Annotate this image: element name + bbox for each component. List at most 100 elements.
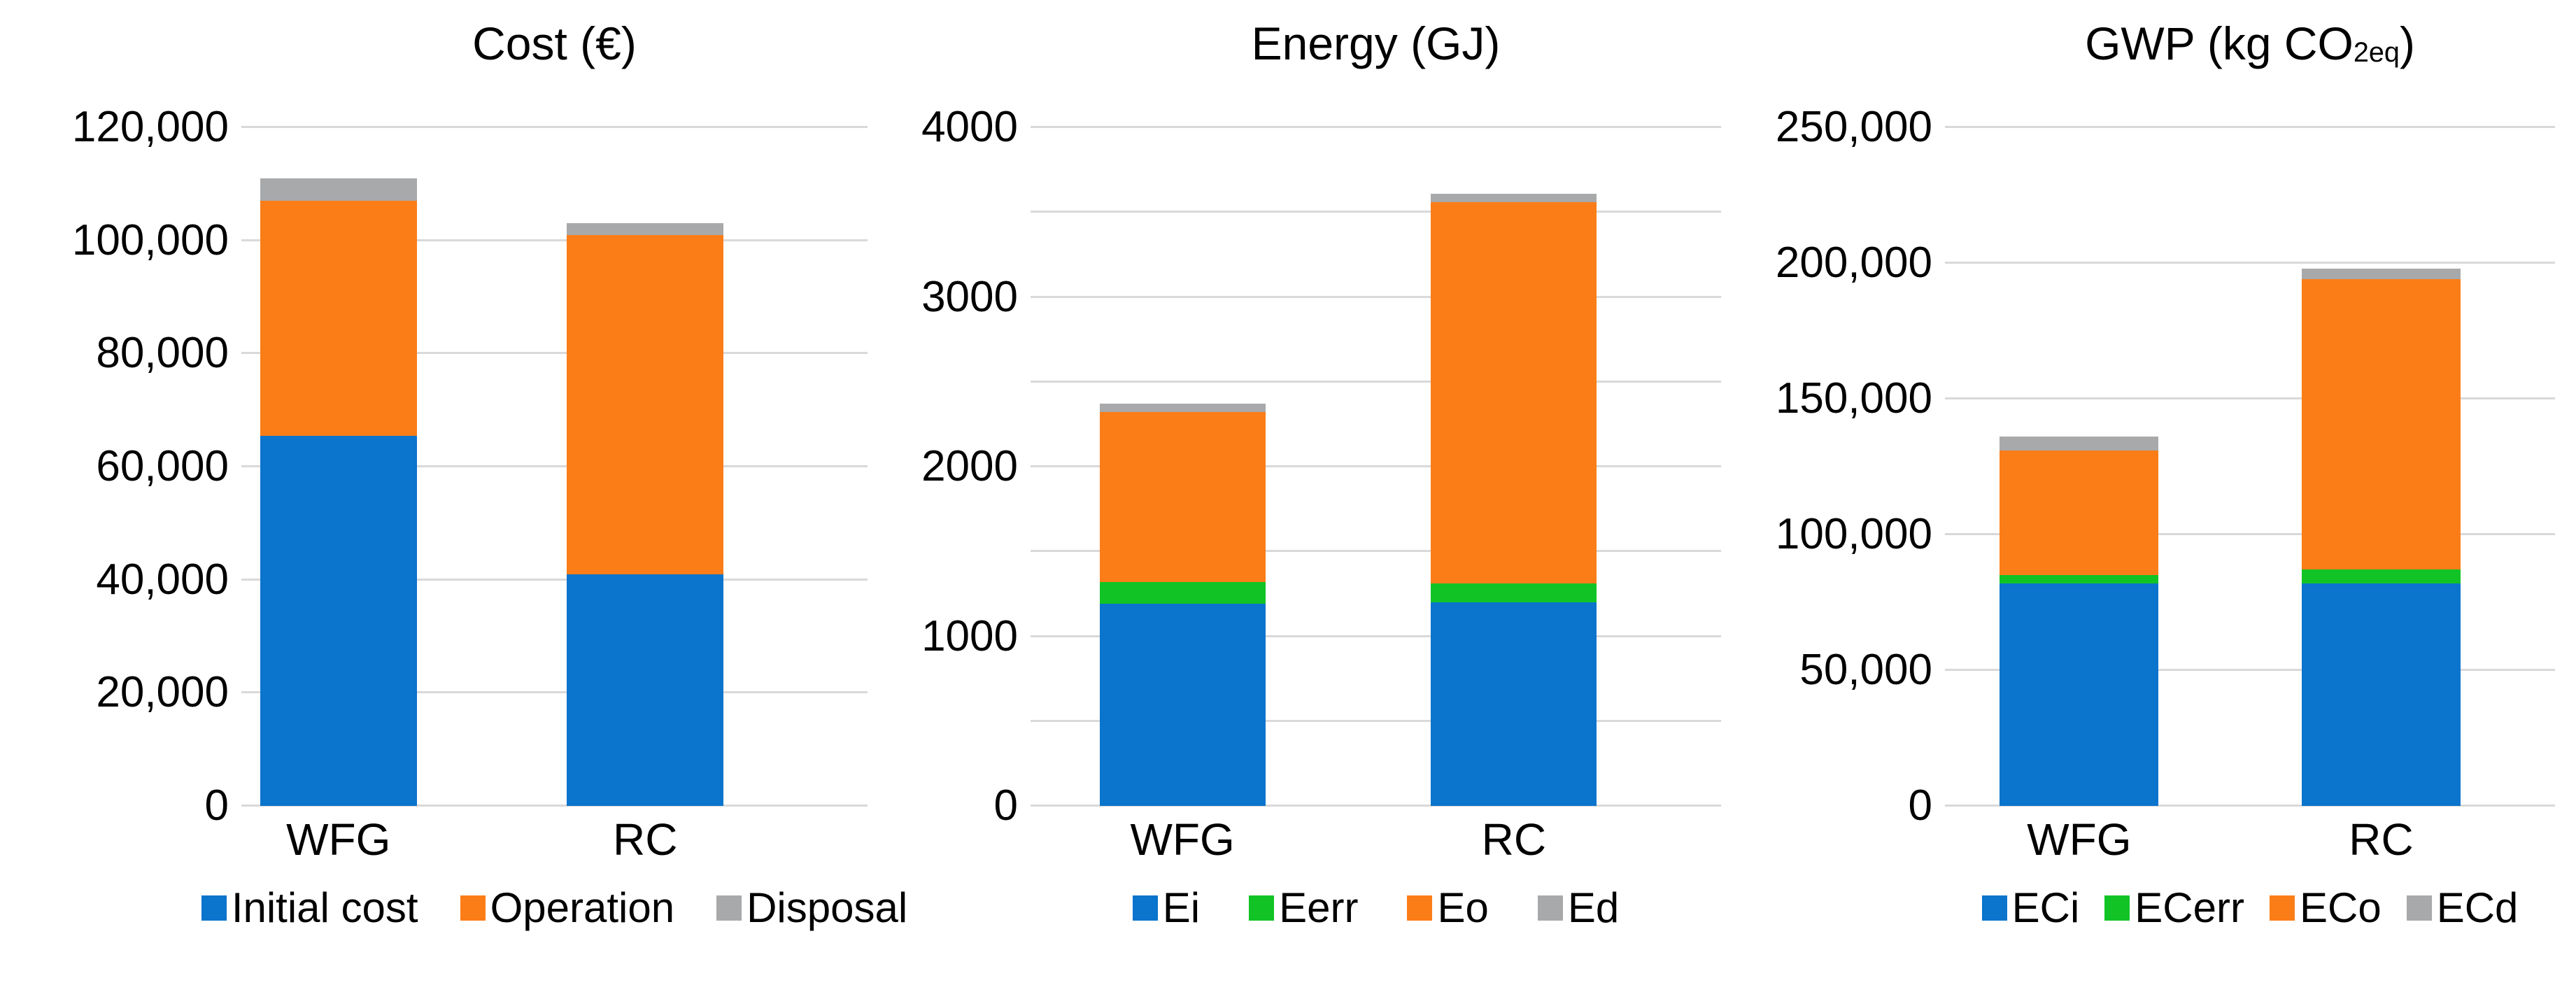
chart-title: Cost (€) <box>241 18 868 69</box>
legend-label: Initial cost <box>231 884 418 931</box>
legend-label: Operation <box>490 884 675 931</box>
legend-swatch-eerr <box>1249 895 1275 921</box>
y-tick-label: 120,000 <box>71 103 229 151</box>
legend-swatch-disposal <box>716 895 742 921</box>
bar-segment-ecerr <box>2000 575 2159 583</box>
legend-swatch-ecerr <box>2104 895 2130 921</box>
bar-segment-eci <box>2302 583 2461 806</box>
gridline <box>241 805 868 807</box>
legend: Ei Eerr Eo Ed <box>1031 887 1721 929</box>
y-tick-label: 80,000 <box>96 329 229 378</box>
bar-segment-ed <box>1099 404 1266 413</box>
legend-swatch-ei <box>1132 895 1158 921</box>
gridline <box>1945 669 2555 671</box>
gridline <box>1031 550 1721 553</box>
y-tick-label: 3000 <box>921 272 1018 321</box>
bar-segment-eerr <box>1431 583 1597 602</box>
legend-item: Operation <box>460 884 675 931</box>
legend-item: Eo <box>1407 887 1489 929</box>
y-tick-label: 200,000 <box>1775 239 1932 287</box>
legend: ECi ECerr ECo ECd <box>1945 887 2555 929</box>
chart-panel-energy: Energy (GJ) 0 1000 2000 3000 4000 WFG RC Ei Eer… <box>875 0 1749 985</box>
bar-segment-initial-cost <box>567 574 724 806</box>
gridline <box>1945 533 2555 535</box>
gridline <box>1945 397 2555 399</box>
bar-segment-eci <box>2000 583 2159 806</box>
plot-area: 0 1000 2000 3000 4000 WFG RC <box>921 106 1721 862</box>
gridline <box>241 126 868 128</box>
legend-label: ECo <box>2299 884 2382 931</box>
legend-label: ECi <box>2011 884 2080 931</box>
bar-segment-initial-cost <box>260 435 417 806</box>
bar-segment-eco <box>2302 279 2461 570</box>
bar-segment-eo <box>1099 412 1266 582</box>
plot-area: 0 50,000 100,000 150,000 200,000 250,000 WFG RC <box>1776 106 2555 862</box>
chart-panel-cost: Cost (€) 0 20,000 40,000 60,000 80,000 100,00… <box>0 0 907 985</box>
legend-swatch-initial-cost <box>201 895 227 921</box>
chart-title-prefix: GWP (kg CO <box>2085 17 2354 69</box>
x-category-label: WFG <box>1130 814 1235 865</box>
chart-panel-gwp: GWP (kg CO2eq) 0 50,000 100,000 150,000 200,… <box>1749 0 2576 985</box>
gridline <box>1031 719 1721 722</box>
y-tick-label: 50,000 <box>1799 646 1932 694</box>
legend-label: Ed <box>1567 884 1620 931</box>
chart-title-suffix: ) <box>2399 17 2415 69</box>
x-category-label: WFG <box>286 814 391 865</box>
bar-segment-ecd <box>2302 268 2461 280</box>
legend-swatch-ed <box>1537 895 1563 921</box>
bar-segment-eerr <box>1099 581 1266 604</box>
legend-item: Ed <box>1537 884 1620 931</box>
bar-segment-operation <box>567 234 724 574</box>
plot-area: 0 20,000 40,000 60,000 80,000 100,000 120,000 W… <box>72 106 868 862</box>
legend-item: Initial cost <box>201 887 418 929</box>
chart-title: GWP (kg CO2eq) <box>1945 18 2555 69</box>
gridline <box>1031 635 1721 637</box>
bar-segment-eco <box>2000 450 2159 576</box>
legend-item: Eerr <box>1249 887 1358 929</box>
legend-item: ECo <box>2269 884 2382 931</box>
bar-segment-disposal <box>260 178 417 201</box>
y-tick-label: 100,000 <box>71 215 229 264</box>
gridline <box>241 352 868 355</box>
bar-segment-eo <box>1431 201 1597 584</box>
legend-swatch-eco <box>2269 895 2295 921</box>
gridline <box>1945 262 2555 264</box>
gridline <box>241 691 868 694</box>
y-tick-label: 20,000 <box>96 668 229 717</box>
legend: Initial cost Operation Disposal <box>201 884 907 931</box>
legend-label: Disposal <box>746 884 908 931</box>
legend-swatch-ecd <box>2406 895 2432 921</box>
x-category-label: RC <box>2349 814 2414 865</box>
y-tick-label: 40,000 <box>96 555 229 604</box>
x-category-label: RC <box>1481 814 1547 865</box>
bar-segment-ei <box>1431 602 1597 806</box>
bar-segment-ei <box>1099 604 1266 806</box>
bar-segment-ed <box>1431 193 1597 202</box>
gridline <box>241 239 868 241</box>
legend-swatch-operation <box>460 895 486 921</box>
x-category-label: WFG <box>2027 814 2132 865</box>
legend-item: Ei <box>1132 884 1201 931</box>
gridline <box>1945 126 2555 128</box>
legend-item: ECd <box>2406 884 2519 931</box>
legend-item: Disposal <box>716 887 907 929</box>
legend-label: ECd <box>2436 884 2519 931</box>
chart-title-text: Cost (€) <box>472 17 637 69</box>
chart-title: Energy (GJ) <box>1031 18 1721 69</box>
bar-segment-ecerr <box>2302 569 2461 583</box>
legend-label: Ei <box>1162 884 1201 931</box>
gridline <box>1031 465 1721 467</box>
gridline <box>1031 380 1721 383</box>
y-tick-label: 150,000 <box>1775 374 1932 423</box>
y-tick-label: 0 <box>993 781 1018 830</box>
y-tick-label: 1000 <box>921 611 1018 660</box>
y-tick-label: 250,000 <box>1775 103 1932 151</box>
legend-item: ECi <box>1981 884 2080 931</box>
y-tick-label: 0 <box>204 781 229 830</box>
legend-label: Eerr <box>1279 884 1359 931</box>
y-tick-label: 2000 <box>921 442 1018 490</box>
legend-swatch-eo <box>1407 895 1433 921</box>
legend-swatch-eci <box>1981 895 2007 921</box>
y-tick-label: 4000 <box>921 103 1018 151</box>
